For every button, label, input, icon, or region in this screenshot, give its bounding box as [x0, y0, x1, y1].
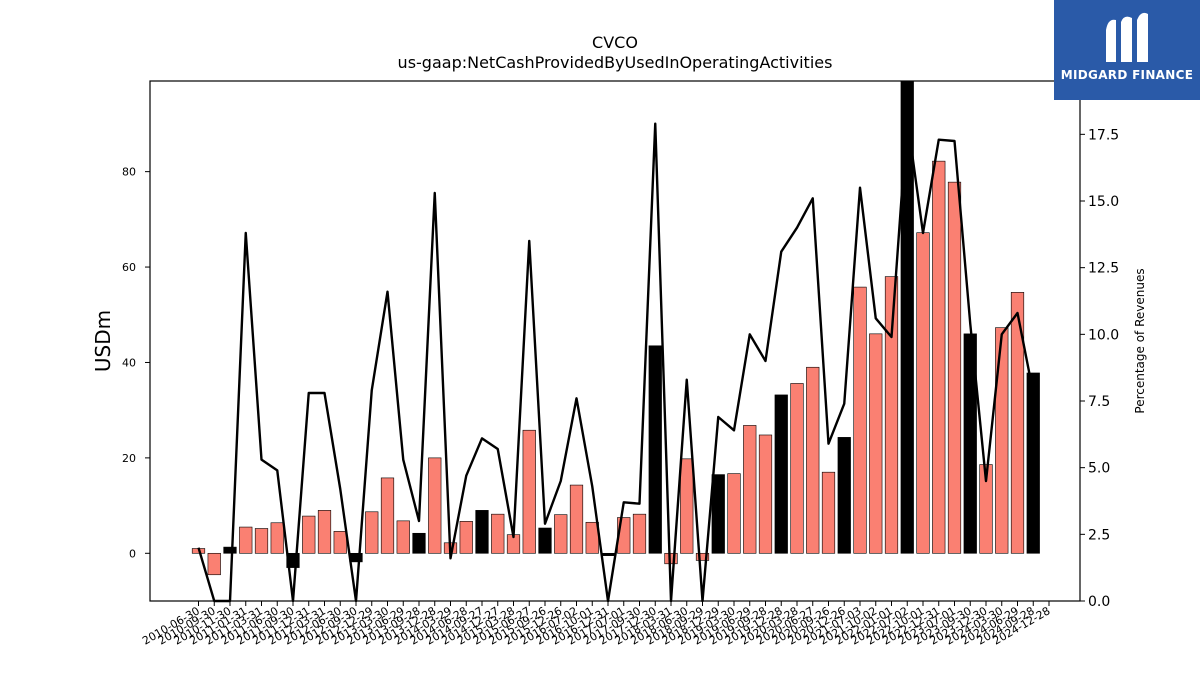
chart-title: CVCO [592, 33, 638, 52]
brand-logo: MIDGARD FINANCE [1054, 0, 1200, 100]
bar-2024-06-29 [1010, 292, 1025, 554]
y-tick-label: 40 [122, 356, 136, 369]
bar-2011-06-30 [270, 522, 284, 554]
bar-2020-12-26 [837, 437, 851, 554]
y2-tick-label: 7.5 [1088, 394, 1110, 410]
y2-tick-label: 10.0 [1088, 327, 1119, 343]
bar-2011-12-31 [302, 515, 316, 554]
bar-2015-06-27 [522, 429, 536, 554]
bar-2019-03-30 [727, 473, 741, 554]
bar-2015-09-26 [538, 527, 552, 554]
bar-2012-12-29 [365, 511, 379, 554]
bar-2022-01-01 [884, 276, 899, 554]
bar-2017-12-30 [648, 345, 662, 554]
y2-tick-label: 17.5 [1088, 127, 1119, 143]
bar-2019-12-28 [774, 394, 788, 554]
bar-2020-06-27 [806, 366, 820, 554]
bar-2016-07-02 [569, 484, 584, 554]
bar-2014-12-27 [491, 513, 505, 554]
bar-2021-07-03 [853, 286, 867, 554]
y-axis-right: 0.0 2.5 5.0 7.5 10.0 12.5 15.0 17.5 [1080, 127, 1119, 610]
bar-2013-09-28 [412, 532, 426, 554]
chart-subtitle: us-gaap:NetCashProvidedByUsedInOperating… [397, 53, 833, 72]
y-tick-label: 80 [122, 166, 136, 179]
bar-2021-10-02 [869, 333, 883, 554]
y2-tick-label: 12.5 [1088, 261, 1119, 277]
x-axis: 2010-06-302010-09-302010-11-302011-01-31… [140, 601, 1053, 648]
bar-2014-06-28 [459, 521, 473, 554]
bar-2024-03-30 [995, 327, 1009, 554]
y-tick-label: 0 [129, 547, 136, 560]
bar-2022-10-01 [916, 232, 930, 554]
bar-2019-09-28 [758, 434, 773, 554]
line-group [197, 117, 1035, 603]
bar-2019-06-29 [743, 425, 757, 554]
y-tick-label: 60 [122, 261, 136, 274]
bar-2013-06-29 [396, 520, 410, 554]
logo-mark-icon [1106, 12, 1148, 63]
y2-tick-label: 5.0 [1088, 461, 1110, 477]
percentage-line [197, 117, 1035, 603]
bar-2011-01-31 [239, 526, 253, 554]
bar-2015-12-26 [554, 514, 568, 554]
bar-2014-09-27 [475, 510, 489, 554]
bar-2012-03-31 [317, 510, 332, 554]
bar-2010-09-30 [207, 552, 221, 576]
y2-tick-label: 2.5 [1088, 527, 1110, 543]
bar-2023-12-30 [979, 464, 993, 554]
y2-tick-label: 0.0 [1088, 594, 1110, 610]
bar-2018-09-29 [695, 552, 710, 561]
bar-2018-12-29 [711, 474, 725, 554]
bar-2011-03-31 [254, 528, 269, 554]
bar-2016-12-31 [601, 552, 615, 556]
y-axis-label: USDm [91, 310, 115, 372]
bar-2018-03-31 [664, 552, 678, 565]
y2-tick-label: 15.0 [1088, 194, 1119, 210]
bar-2013-12-28 [428, 457, 442, 554]
bar-2024-09-28 [1026, 372, 1040, 554]
bar-2022-12-31 [932, 160, 946, 554]
plot-frame [149, 80, 1081, 602]
bar-2023-07-01 [947, 181, 962, 554]
bars-group [191, 80, 1040, 576]
bar-2010-11-30 [223, 546, 237, 554]
bar-2020-03-28 [790, 383, 804, 554]
logo-text: MIDGARD FINANCE [1060, 68, 1194, 82]
y-axis-left: 0 20 40 60 80 [122, 166, 150, 560]
bar-2020-09-26 [821, 471, 836, 554]
bar-2018-06-30 [680, 458, 694, 554]
y2-axis-label: Percentage of Revenues [1133, 268, 1147, 413]
y-tick-label: 20 [122, 452, 136, 465]
bar-2013-03-30 [380, 477, 395, 554]
bar-2017-09-30 [632, 513, 647, 554]
bar-2012-06-30 [333, 531, 347, 554]
